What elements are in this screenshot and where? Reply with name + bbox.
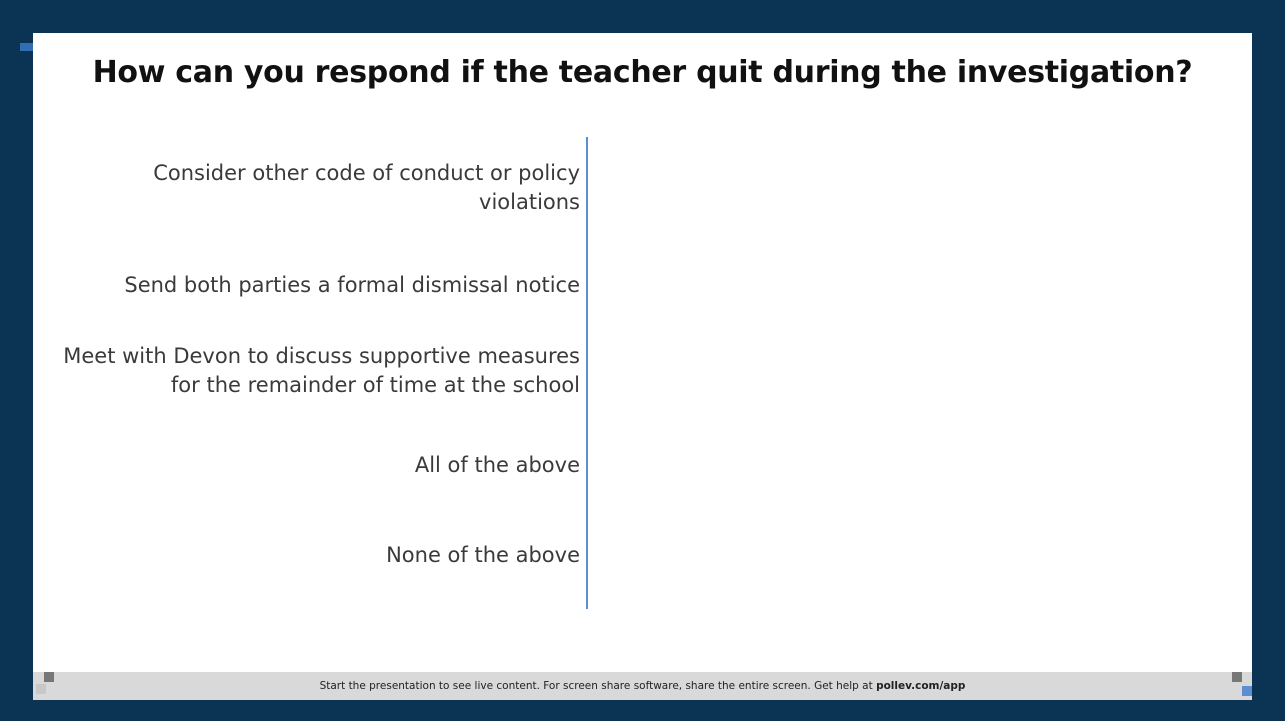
option-line: None of the above (386, 543, 580, 567)
option-line: violations (479, 190, 580, 214)
corner-decoration (20, 43, 44, 51)
footer-bar: Start the presentation to see live conte… (33, 672, 1252, 700)
option-label: None of the above (386, 541, 580, 570)
option-line: Consider other code of conduct or policy (153, 161, 580, 185)
option-label: Consider other code of conduct or policy… (153, 159, 580, 217)
option-line: Meet with Devon to discuss supportive me… (63, 344, 580, 368)
footer-link[interactable]: pollev.com/app (876, 680, 966, 692)
corner-decoration (1232, 672, 1242, 682)
corner-decoration (44, 672, 54, 682)
footer-text: Start the presentation to see live conte… (319, 680, 877, 692)
option-label: Meet with Devon to discuss supportive me… (63, 342, 580, 400)
option-line: for the remainder of time at the school (170, 373, 580, 397)
corner-decoration (1242, 686, 1252, 696)
option-label: All of the above (415, 451, 580, 480)
question-title: How can you respond if the teacher quit … (92, 55, 1193, 90)
option-line: Send both parties a formal dismissal not… (124, 273, 580, 297)
slide: How can you respond if the teacher quit … (33, 33, 1252, 700)
axis-line (586, 137, 588, 609)
option-label: Send both parties a formal dismissal not… (124, 271, 580, 300)
corner-decoration (36, 684, 46, 694)
option-line: All of the above (414, 453, 580, 477)
